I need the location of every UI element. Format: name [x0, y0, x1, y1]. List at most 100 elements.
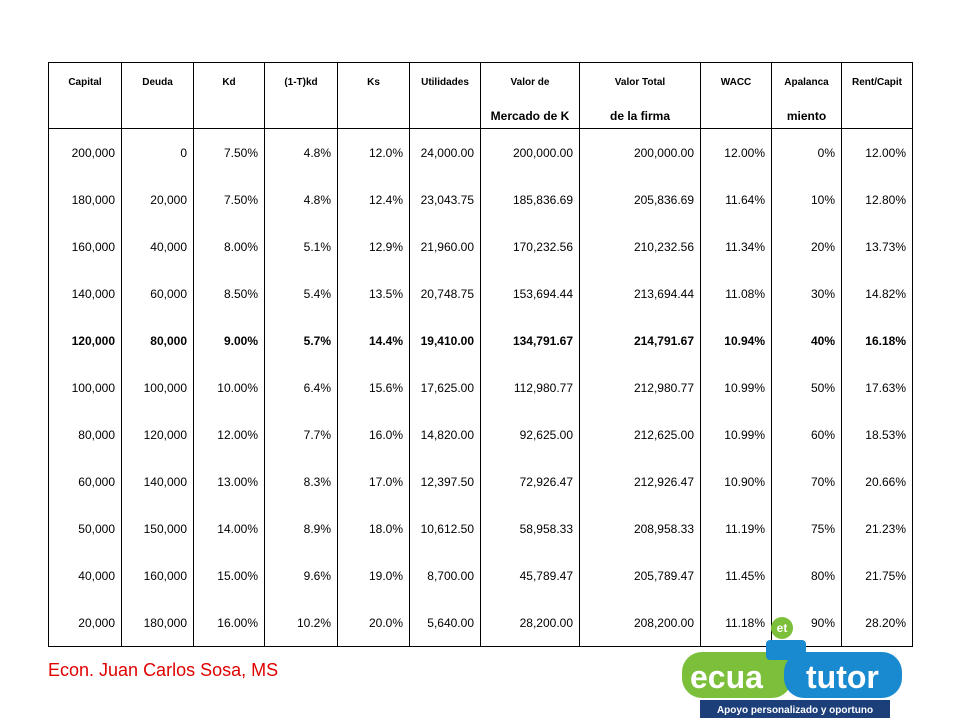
cell: 17.63% — [841, 364, 913, 411]
header-cell: Kd — [193, 62, 265, 129]
cell: 12.00% — [841, 128, 913, 176]
logo: et ecua tutor Apoyo personalizado y opor… — [682, 617, 902, 718]
cell: 8.00% — [193, 223, 265, 270]
logo-green — [682, 652, 792, 698]
cell: 8.9% — [264, 505, 338, 552]
data-row: 20,000 180,000 16.00% 10.2% 20.0% 5,640.00 28,… — [48, 599, 913, 647]
cell: 70% — [771, 458, 842, 505]
data-row: 160,000 40,000 8.00% 5.1% 12.9% 21,960.00 170,… — [48, 223, 913, 270]
cell: 12.80% — [841, 176, 913, 223]
cell: 16.00% — [193, 599, 265, 647]
cell: 17,625.00 — [409, 364, 481, 411]
cell: 40,000 — [121, 223, 194, 270]
cell: 8.50% — [193, 270, 265, 317]
cell: 40% — [771, 317, 842, 364]
cell: 9.6% — [264, 552, 338, 599]
cell: 92,625.00 — [480, 411, 580, 458]
cell: 58,958.33 — [480, 505, 580, 552]
cell: 11.19% — [700, 505, 772, 552]
header-line1: Kd — [222, 77, 236, 88]
data-row: 40,000 160,000 15.00% 9.6% 19.0% 8,700.00 45,7… — [48, 552, 913, 599]
cell: 205,836.69 — [579, 176, 701, 223]
cell: 20,000 — [48, 599, 122, 647]
cell: 45,789.47 — [480, 552, 580, 599]
cell: 214,791.67 — [579, 317, 701, 364]
cell: 170,232.56 — [480, 223, 580, 270]
cell: 16.18% — [841, 317, 913, 364]
cell: 13.00% — [193, 458, 265, 505]
logo-bar — [700, 700, 890, 718]
header-line1: Valor Total — [614, 77, 666, 88]
header-cell: WACC — [700, 62, 772, 129]
header-cell: Valor de Mercado de K — [480, 62, 580, 129]
cell: 14.82% — [841, 270, 913, 317]
cell: 19,410.00 — [409, 317, 481, 364]
cell: 0 — [121, 128, 194, 176]
cell: 20.0% — [337, 599, 410, 647]
cell: 185,836.69 — [480, 176, 580, 223]
header-cell: Deuda — [121, 62, 194, 129]
data-row: 200,000 0 7.50% 4.8% 12.0% 24,000.00 200,000.0… — [48, 128, 913, 176]
cell: 208,958.33 — [579, 505, 701, 552]
cell: 5,640.00 — [409, 599, 481, 647]
cell: 134,791.67 — [480, 317, 580, 364]
cell: 15.00% — [193, 552, 265, 599]
cell: 19.0% — [337, 552, 410, 599]
cell: 80,000 — [121, 317, 194, 364]
cell: 11.08% — [700, 270, 772, 317]
author: Econ. Juan Carlos Sosa, MS — [48, 660, 279, 680]
cell: 200,000.00 — [480, 128, 580, 176]
cell: 4.8% — [264, 176, 338, 223]
header-line1: (1-T)kd — [284, 77, 318, 88]
cell: 10% — [771, 176, 842, 223]
header-line1: Apalanca — [784, 77, 829, 88]
cell: 5.7% — [264, 317, 338, 364]
cell: 14,820.00 — [409, 411, 481, 458]
cell: 15.6% — [337, 364, 410, 411]
cell: 5.4% — [264, 270, 338, 317]
cell: 10.99% — [700, 364, 772, 411]
cell: 16.0% — [337, 411, 410, 458]
header-line1: Deuda — [142, 77, 173, 88]
cell: 11.18% — [700, 599, 772, 647]
cell: 21.23% — [841, 505, 913, 552]
cell: 17.0% — [337, 458, 410, 505]
header-cell: Rent/Capit — [841, 62, 913, 129]
cell: 8.3% — [264, 458, 338, 505]
header-cell: (1-T)kd — [264, 62, 338, 129]
cell: 100,000 — [48, 364, 122, 411]
cell: 100,000 — [121, 364, 194, 411]
cell: 60,000 — [48, 458, 122, 505]
cell: 0% — [771, 128, 842, 176]
cell: 20,748.75 — [409, 270, 481, 317]
cell: 140,000 — [121, 458, 194, 505]
cell: 12.9% — [337, 223, 410, 270]
header-cell: Utilidades — [409, 62, 481, 129]
cell: 20,000 — [121, 176, 194, 223]
cell: 9.00% — [193, 317, 265, 364]
cell: 10.00% — [193, 364, 265, 411]
cell: 180,000 — [121, 599, 194, 647]
cell: 14.00% — [193, 505, 265, 552]
header-line1: Utilidades — [421, 77, 469, 88]
header-line2: de la firma — [609, 109, 671, 123]
logo-tagline: Apoyo personalizado y oportuno — [717, 705, 873, 716]
cell: 21,960.00 — [409, 223, 481, 270]
cell: 12.00% — [193, 411, 265, 458]
cell: 112,980.77 — [480, 364, 580, 411]
cell: 213,694.44 — [579, 270, 701, 317]
logo-badge — [771, 617, 793, 639]
header-line1: Rent/Capit — [852, 77, 902, 88]
cell: 153,694.44 — [480, 270, 580, 317]
cell: 50,000 — [48, 505, 122, 552]
header-cell: Valor Total de la firma — [579, 62, 701, 129]
cell: 18.0% — [337, 505, 410, 552]
cell: 23,043.75 — [409, 176, 481, 223]
cell: 80,000 — [48, 411, 122, 458]
cell: 60% — [771, 411, 842, 458]
header-row: Capital Deuda Kd (1-T)kd Ks Utilidades Valor d… — [48, 62, 913, 129]
cell: 12.4% — [337, 176, 410, 223]
cell: 12,397.50 — [409, 458, 481, 505]
header-line1: Valor de — [510, 77, 550, 88]
